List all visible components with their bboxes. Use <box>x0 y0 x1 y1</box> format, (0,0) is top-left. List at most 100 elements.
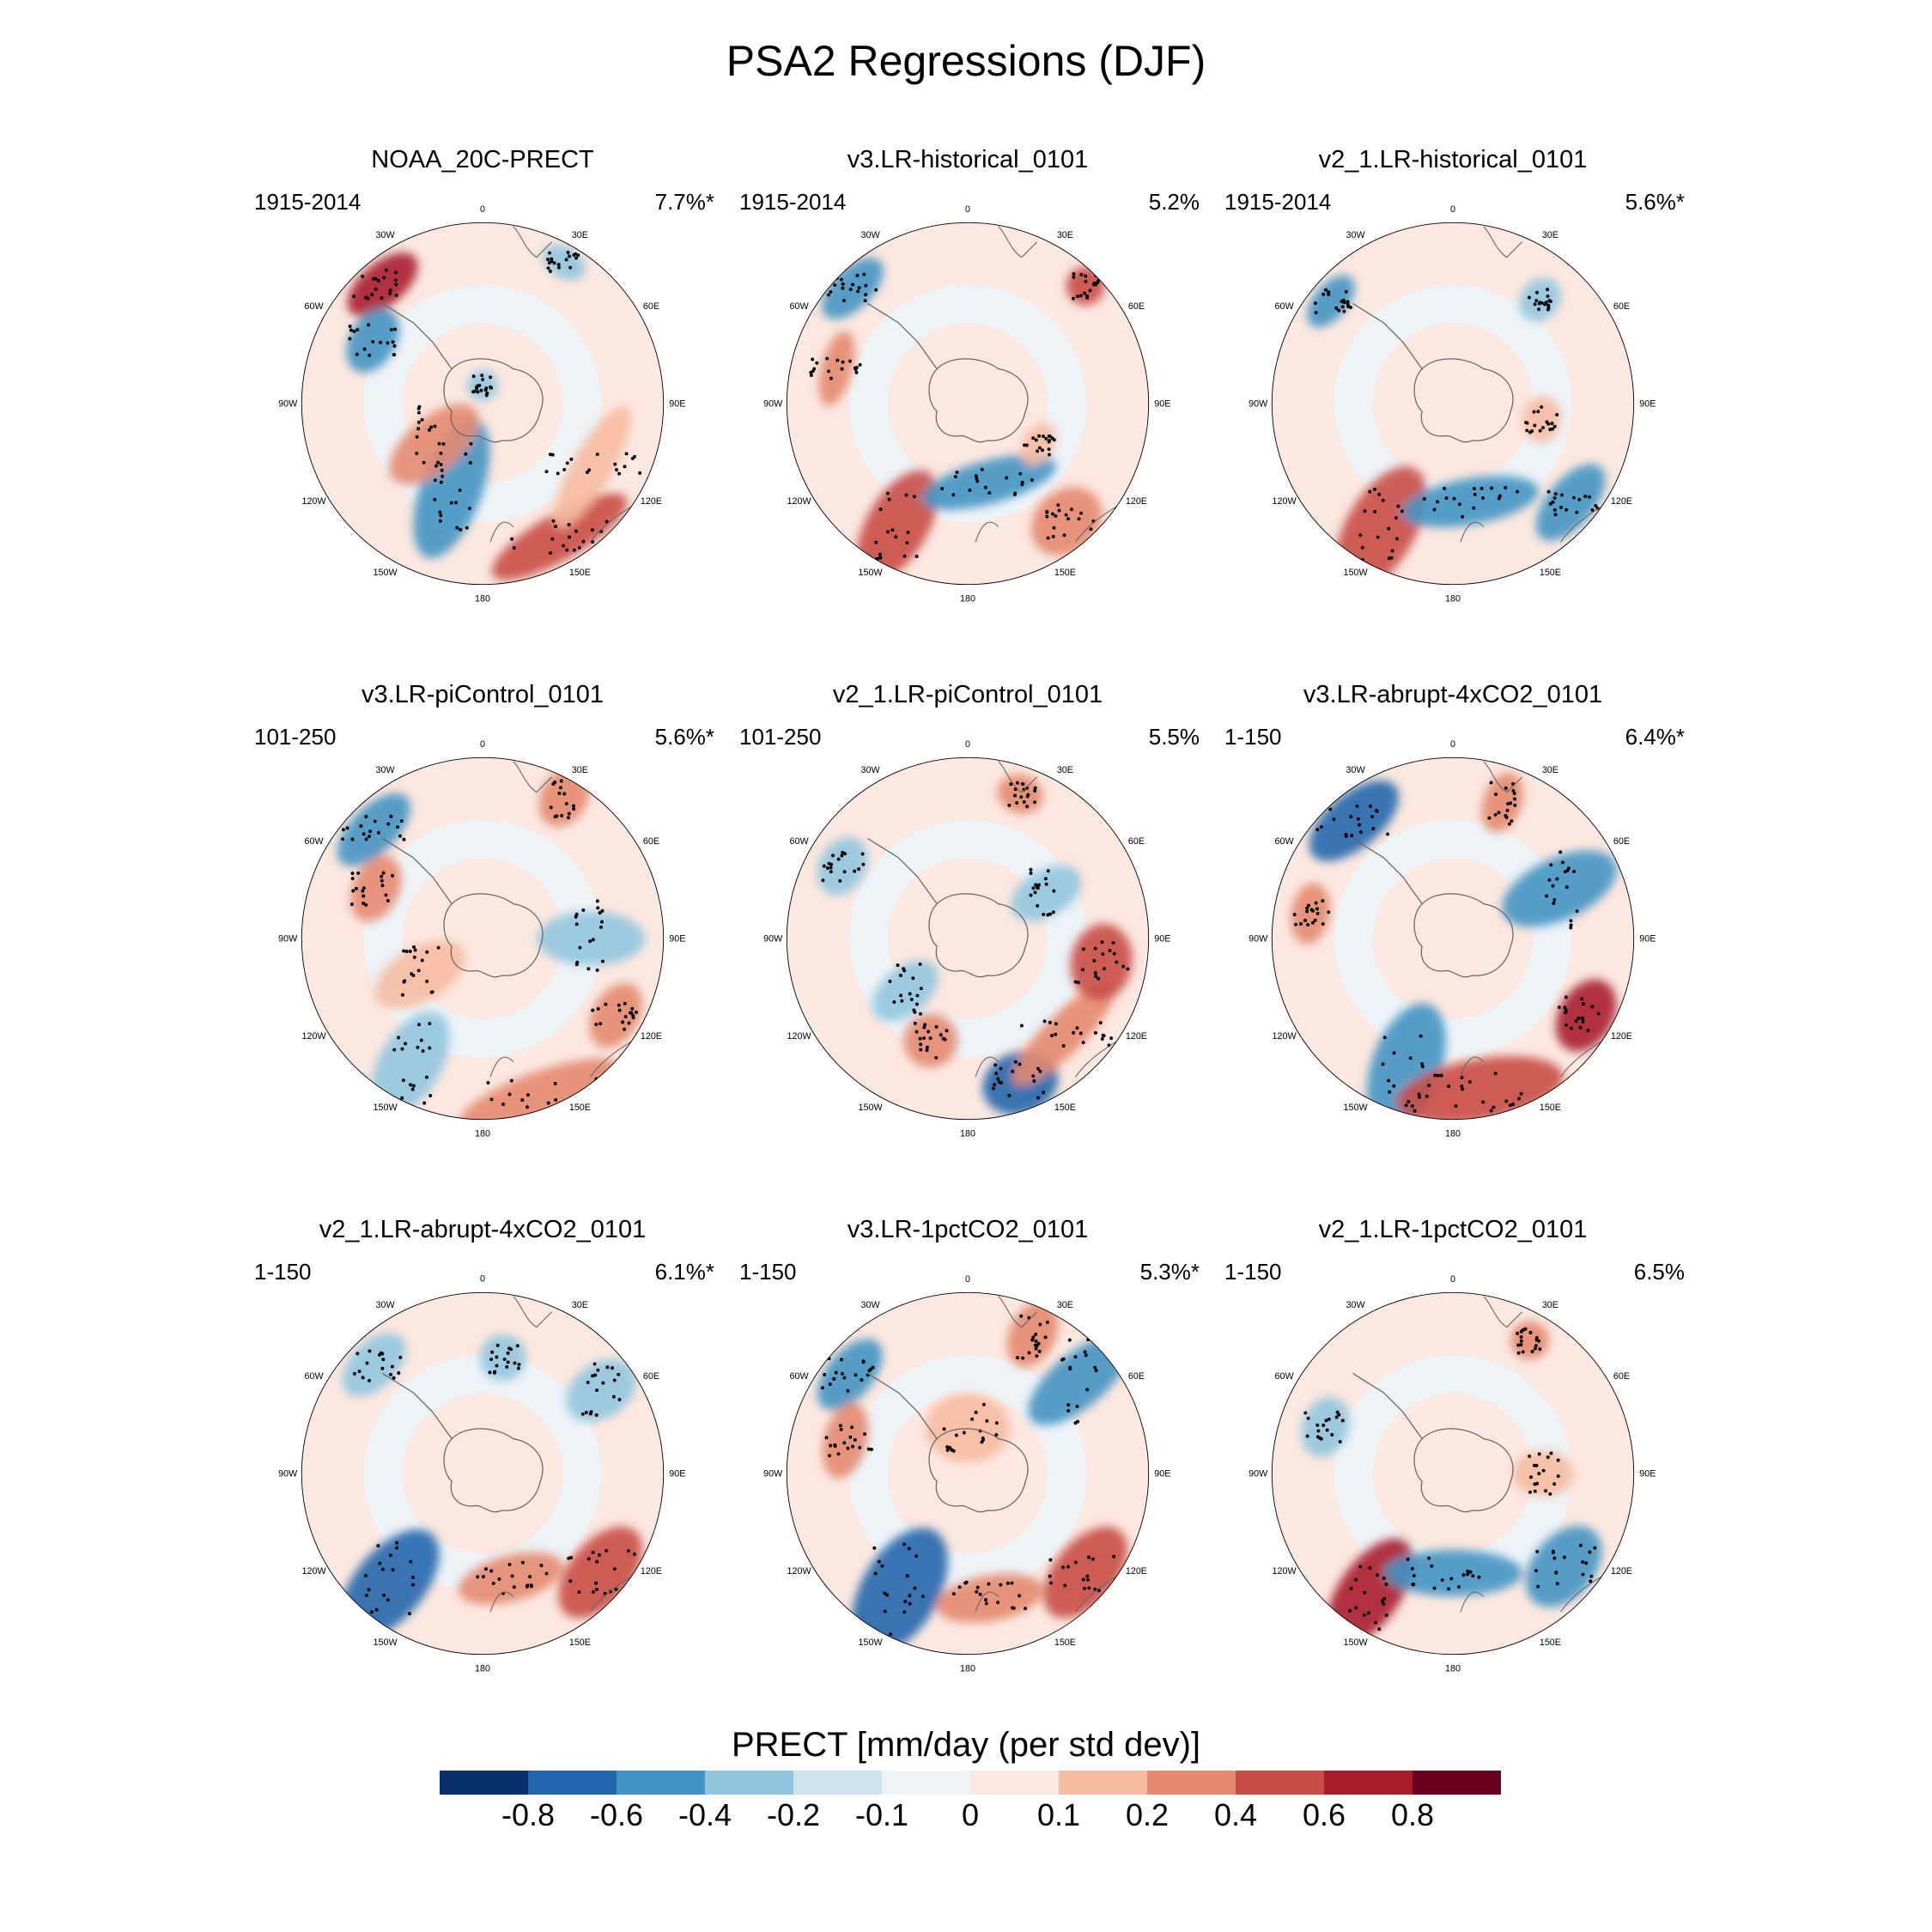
significance-dot <box>1021 1356 1025 1360</box>
significance-dot <box>1306 922 1310 927</box>
significance-dot <box>352 295 356 299</box>
significance-dot <box>489 386 494 390</box>
significance-dot <box>1532 1463 1536 1467</box>
significance-dot <box>1033 789 1037 793</box>
significance-dot <box>1555 1582 1559 1586</box>
panel-title: v3.LR-piControl_0101 <box>361 681 605 708</box>
significance-dot <box>1093 946 1097 951</box>
significance-dot <box>577 777 581 781</box>
panel-variance-pct: 6.4%* <box>1625 724 1685 750</box>
significance-dot <box>1048 1558 1053 1562</box>
significance-dot <box>1115 960 1119 964</box>
significance-dot <box>975 479 980 483</box>
significance-dot <box>1406 1557 1410 1561</box>
significance-dot <box>621 1020 625 1024</box>
colorbar-box <box>617 1771 705 1795</box>
significance-dot <box>1553 513 1558 517</box>
map-border <box>1271 1291 1635 1656</box>
significance-dot <box>1552 495 1557 500</box>
longitude-label: 0 <box>1450 1274 1455 1285</box>
significance-dot <box>833 1443 837 1447</box>
significance-dot <box>1536 410 1540 414</box>
significance-dot <box>591 1551 595 1554</box>
significance-dot <box>507 1092 512 1097</box>
significance-dot <box>1030 1338 1035 1342</box>
significance-dot <box>407 1612 411 1616</box>
significance-dot <box>1097 976 1101 981</box>
significance-dot <box>918 1036 922 1041</box>
significance-dot <box>505 1364 509 1369</box>
significance-dot <box>1537 301 1541 306</box>
significance-dot <box>1538 428 1542 433</box>
significance-dot <box>362 347 367 351</box>
significance-dot <box>617 1397 622 1401</box>
significance-dot <box>1513 803 1517 807</box>
significance-dot <box>1020 781 1024 786</box>
significance-dot <box>605 519 609 524</box>
significance-dot <box>1305 909 1309 914</box>
significance-dot <box>854 370 859 374</box>
longitude-label: 60E <box>1128 301 1145 312</box>
significance-dot <box>862 272 866 276</box>
significance-dot <box>557 791 562 795</box>
map-border <box>301 756 665 1121</box>
significance-dot <box>441 442 446 446</box>
significance-dot <box>566 251 570 254</box>
significance-dot <box>913 1586 917 1590</box>
significance-dot <box>410 1583 415 1587</box>
colorbar-label: -0.2 <box>766 1797 821 1832</box>
significance-dot <box>565 461 569 465</box>
significance-dot <box>617 1008 622 1012</box>
significance-dot <box>1380 1599 1384 1603</box>
longitude-label: 30E <box>1542 765 1558 775</box>
significance-dot <box>883 566 887 570</box>
significance-dot <box>591 938 595 942</box>
significance-dot <box>559 779 563 783</box>
significance-dot <box>853 869 857 873</box>
significance-dot <box>1332 817 1336 822</box>
anomaly-region <box>459 1059 620 1120</box>
anomaly-region <box>370 1012 450 1116</box>
significance-dot <box>1019 1024 1024 1028</box>
significance-dot <box>1079 272 1084 276</box>
longitude-label: 30W <box>1346 765 1366 775</box>
significance-dot <box>1005 476 1009 480</box>
significance-dot <box>596 1006 600 1011</box>
significance-dot <box>1073 980 1078 984</box>
significance-dot <box>605 1549 609 1552</box>
significance-dot <box>868 1367 872 1371</box>
significance-dot <box>580 1412 585 1416</box>
significance-dot <box>1031 1074 1036 1078</box>
longitude-label: 60E <box>1613 1371 1630 1382</box>
significance-dot <box>1581 1572 1585 1577</box>
significance-dot <box>412 945 416 949</box>
significance-dot <box>1452 496 1456 501</box>
significance-dot <box>594 1109 598 1113</box>
significance-dot <box>909 998 914 1001</box>
significance-dot <box>1356 817 1360 821</box>
significance-dot <box>577 545 581 550</box>
anomaly-region <box>817 836 868 896</box>
significance-dot <box>392 1376 396 1380</box>
significance-dot <box>568 535 572 539</box>
significance-dot <box>1546 288 1550 292</box>
significance-dot <box>839 1427 843 1431</box>
significance-dot <box>623 465 627 469</box>
significance-dot <box>1083 1350 1087 1354</box>
significance-dot <box>860 1378 864 1382</box>
significance-dot <box>840 1371 844 1376</box>
map-border <box>301 222 665 586</box>
significance-dot <box>1103 967 1107 971</box>
significance-dot <box>1073 1560 1078 1564</box>
significance-dot <box>1546 1455 1550 1460</box>
significance-dot <box>945 1448 950 1452</box>
longitude-label: 120W <box>1273 496 1297 507</box>
significance-dot <box>1460 1084 1464 1089</box>
significance-dot <box>1033 800 1036 805</box>
significance-dot <box>388 291 392 295</box>
significance-dot <box>574 912 579 916</box>
significance-dot <box>1024 443 1029 447</box>
significance-dot <box>993 1063 998 1067</box>
significance-dot <box>590 528 594 532</box>
significance-dot <box>555 814 559 818</box>
